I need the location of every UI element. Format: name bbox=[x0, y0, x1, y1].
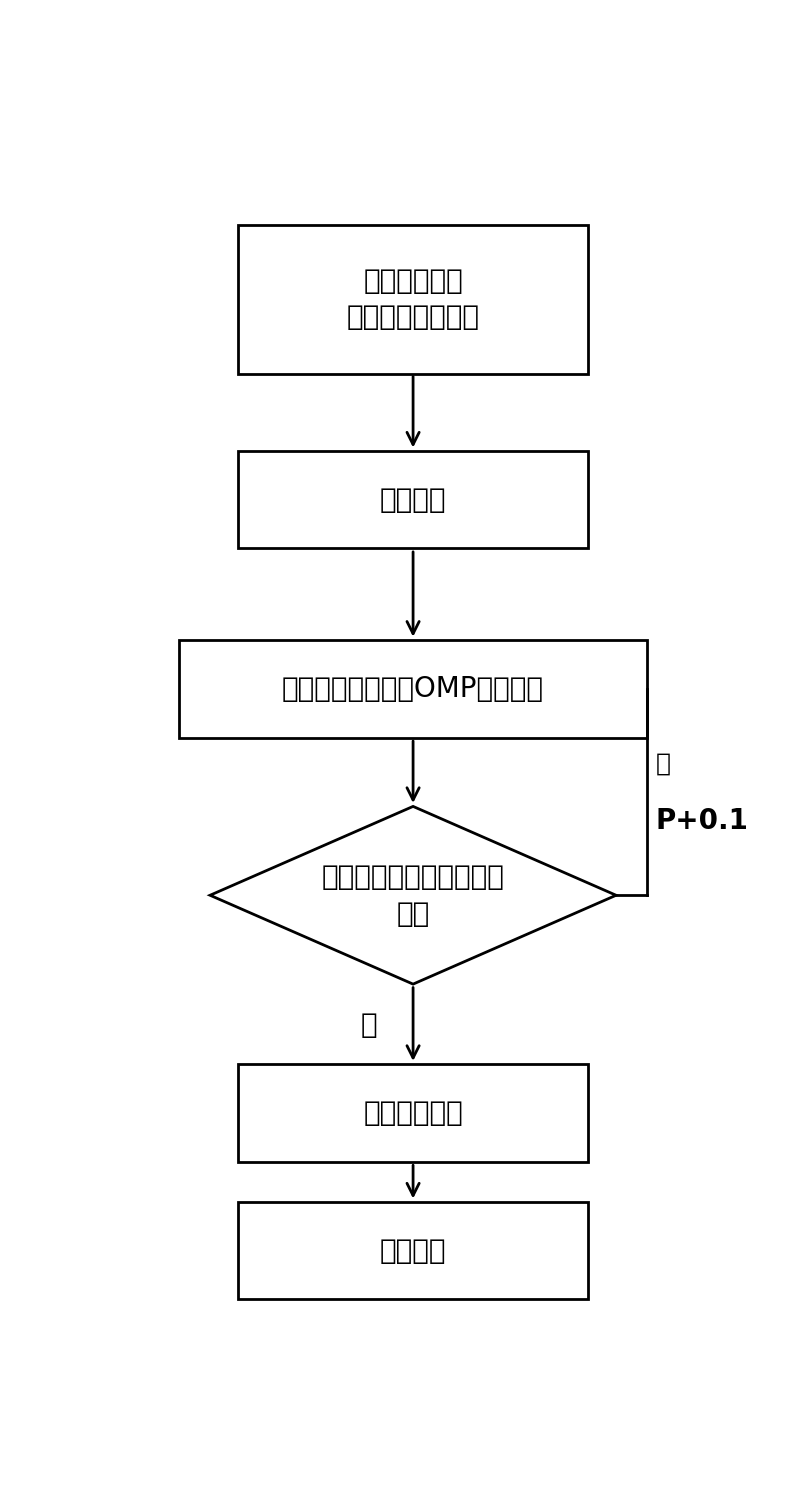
Text: 否: 否 bbox=[655, 752, 671, 776]
Text: 稀疏分量范数最大值准则
判别: 稀疏分量范数最大值准则 判别 bbox=[322, 862, 505, 928]
Text: 参数估计: 参数估计 bbox=[380, 1237, 447, 1264]
Text: 是: 是 bbox=[361, 1011, 378, 1039]
Bar bbox=[239, 451, 588, 548]
Bar bbox=[179, 640, 647, 737]
Text: 门限检测: 门限检测 bbox=[380, 485, 447, 514]
Text: 构造稀疏变换基并OMP算法恢复: 构造稀疏变换基并OMP算法恢复 bbox=[282, 675, 544, 703]
Text: 构造恢复矩阵: 构造恢复矩阵 bbox=[364, 1099, 463, 1127]
Bar bbox=[239, 1065, 588, 1161]
Polygon shape bbox=[210, 807, 616, 984]
Text: 雷达接收数据
（含短时强干扰）: 雷达接收数据 （含短时强干扰） bbox=[347, 267, 480, 332]
Bar bbox=[239, 225, 588, 374]
Text: P+0.1: P+0.1 bbox=[655, 807, 748, 835]
Bar bbox=[239, 1202, 588, 1300]
